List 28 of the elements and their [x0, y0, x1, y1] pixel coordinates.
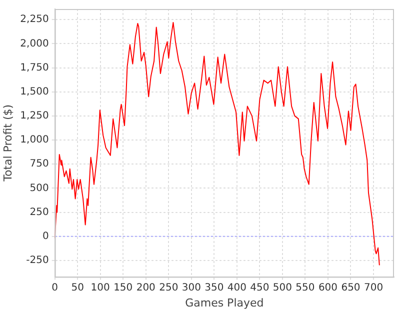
y-tick-label: 250: [30, 206, 49, 218]
x-axis-title: Games Played: [185, 296, 264, 310]
y-tick-label: 1,500: [20, 86, 49, 98]
x-tick-label: 500: [272, 282, 292, 294]
y-tick-label: 2,000: [20, 38, 49, 50]
y-tick-label: 2,250: [20, 14, 49, 26]
x-tick-label: 650: [341, 282, 360, 294]
x-tick-label: 700: [364, 282, 384, 294]
x-tick-label: 450: [250, 282, 270, 294]
x-tick-label: 100: [90, 282, 110, 294]
x-tick-label: 0: [52, 282, 58, 294]
y-axis-title: Total Profit ($): [1, 104, 14, 182]
x-tick-label: 300: [182, 282, 201, 294]
y-tick-label: 1,000: [20, 134, 49, 146]
y-tick-label: 750: [30, 158, 49, 170]
x-tick-label: 600: [318, 282, 338, 294]
x-tick-label: 350: [204, 282, 224, 294]
y-tick-label: 500: [30, 182, 49, 194]
y-tick-label: 1,250: [20, 110, 49, 122]
x-tick-label: 50: [71, 282, 84, 294]
x-tick-label: 150: [114, 282, 133, 294]
x-tick-label: 400: [227, 282, 246, 294]
y-tick-label: 1,750: [20, 62, 49, 74]
x-tick-label: 200: [136, 282, 156, 294]
x-tick-label: 550: [296, 282, 315, 294]
y-tick-label: -250: [26, 255, 49, 266]
x-tick-label: 250: [159, 282, 178, 294]
y-tick-label: 0: [42, 230, 49, 242]
